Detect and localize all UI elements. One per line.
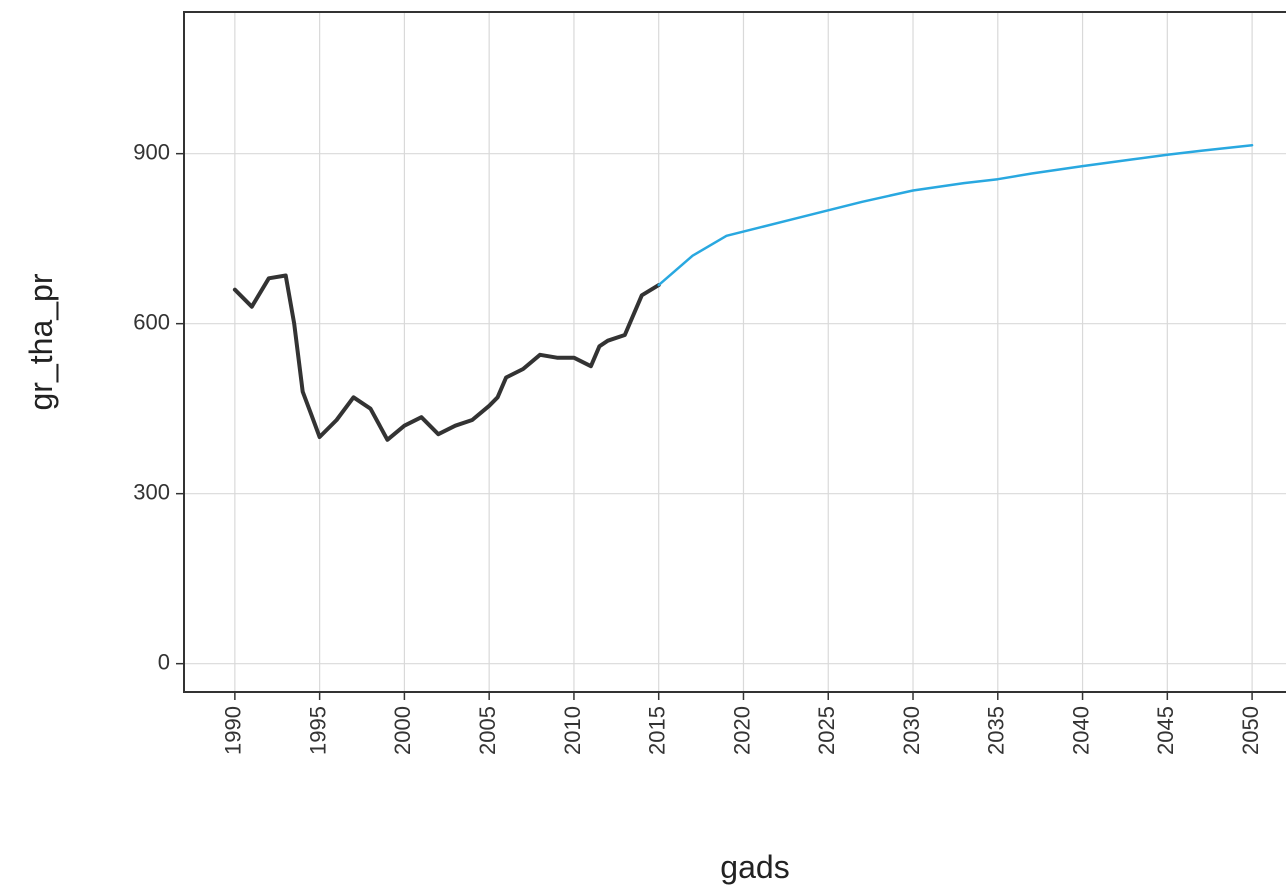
x-tick-label: 2030	[899, 706, 924, 755]
y-tick-label: 0	[158, 649, 170, 674]
x-tick-label: 2020	[729, 706, 754, 755]
x-axis-title: gads	[720, 849, 789, 885]
plot-panel	[183, 11, 1286, 693]
x-tick-label: 2025	[814, 706, 839, 755]
x-tick-label: 2015	[645, 706, 670, 755]
x-tick-label: 1990	[221, 706, 246, 755]
y-tick-label: 300	[133, 479, 170, 504]
x-tick-label: 2035	[984, 706, 1009, 755]
axis-ticks: 1990 1995 2000 2005 2010 2015 2020 2025 2030 2035…	[133, 139, 1263, 754]
y-tick-label: 600	[133, 309, 170, 334]
series-lines	[232, 143, 1254, 442]
x-tick-label: 2010	[560, 706, 585, 755]
x-tick-label: 2045	[1153, 706, 1178, 755]
x-tick-label: 2005	[475, 706, 500, 755]
series-line-1	[232, 273, 661, 442]
x-tick-label: 2050	[1238, 706, 1263, 755]
grid-lines	[184, 12, 1286, 692]
x-tick-label: 2040	[1068, 706, 1093, 755]
y-axis-title: gr_tha_pr	[23, 273, 59, 410]
y-tick-label: 900	[133, 139, 170, 164]
x-tick-label: 2000	[390, 706, 415, 755]
series-line-2	[657, 143, 1254, 287]
x-tick-label: 1995	[305, 706, 330, 755]
